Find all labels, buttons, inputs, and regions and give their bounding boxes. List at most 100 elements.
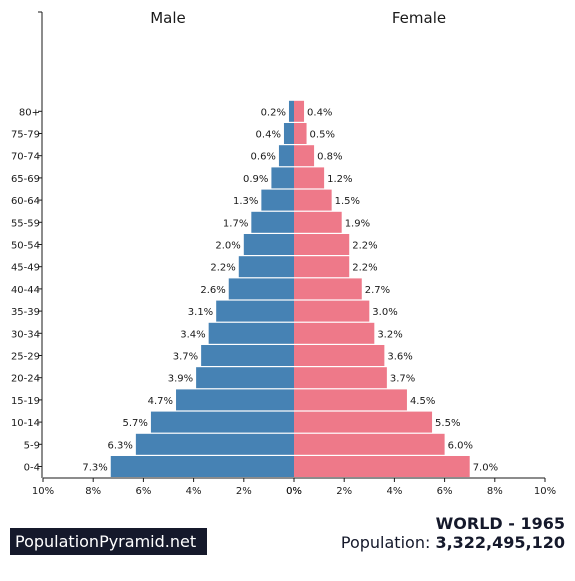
age-group-label: 35-39 xyxy=(11,307,40,318)
age-group-label: 45-49 xyxy=(11,263,40,274)
male-data-label: 0.6% xyxy=(251,152,276,163)
male-bar xyxy=(176,389,294,411)
female-data-label: 1.5% xyxy=(335,196,360,207)
x-tick-label: 4% xyxy=(186,486,202,497)
male-data-label: 3.9% xyxy=(168,374,193,385)
x-tick-label: 4% xyxy=(386,486,402,497)
male-data-label: 2.2% xyxy=(210,263,235,274)
female-bar xyxy=(294,367,387,389)
population-pyramid-chart: Male Female 7.3% 7.0% 0-4 6.3% 6.0% 5-9 5.7% 5.… xyxy=(11,9,556,497)
male-bar xyxy=(271,167,294,189)
female-bar xyxy=(294,100,305,122)
age-group-label: 65-69 xyxy=(11,174,40,185)
female-bar xyxy=(294,167,325,189)
male-data-label: 7.3% xyxy=(82,463,107,474)
male-bar xyxy=(216,300,294,322)
female-bar xyxy=(294,234,350,255)
male-bar xyxy=(208,322,294,344)
age-group-label: 30-34 xyxy=(11,329,40,340)
female-bar xyxy=(294,322,375,344)
age-group-label: 80+ xyxy=(19,107,40,118)
male-data-label: 5.7% xyxy=(123,418,148,429)
male-bar xyxy=(261,189,294,211)
x-tick-label: 8% xyxy=(487,486,503,497)
male-series-title: Male xyxy=(150,9,186,27)
female-data-label: 0.8% xyxy=(317,152,342,163)
male-data-label: 6.3% xyxy=(107,440,132,451)
region-year-title: WORLD - 1965 xyxy=(435,514,565,533)
female-bar xyxy=(294,389,407,411)
female-data-label: 0.5% xyxy=(310,130,335,141)
x-tick-label: 0% xyxy=(286,486,302,497)
male-bar xyxy=(238,256,294,278)
population-value: 3,322,495,120 xyxy=(435,533,565,552)
age-group-label: 5-9 xyxy=(24,440,40,451)
female-bar xyxy=(294,411,433,433)
female-bar xyxy=(294,256,350,278)
male-bar xyxy=(288,100,294,122)
age-group-label: 20-24 xyxy=(11,374,40,385)
male-bar xyxy=(201,345,294,366)
female-bar xyxy=(294,189,332,211)
male-data-label: 4.7% xyxy=(148,396,173,407)
female-data-label: 3.7% xyxy=(390,374,415,385)
female-data-label: 2.7% xyxy=(365,285,390,296)
female-bar xyxy=(294,145,315,167)
x-tick-label: 6% xyxy=(437,486,453,497)
age-group-label: 40-44 xyxy=(11,285,40,296)
age-group-label: 60-64 xyxy=(11,196,40,207)
male-bar xyxy=(283,123,294,144)
male-data-label: 0.2% xyxy=(261,107,286,118)
x-tick-label: 10% xyxy=(32,486,54,497)
female-data-label: 4.5% xyxy=(410,396,435,407)
male-data-label: 0.9% xyxy=(243,174,268,185)
brand-logo: PopulationPyramid.net xyxy=(10,528,208,555)
x-tick-label: 2% xyxy=(236,486,252,497)
female-series-title: Female xyxy=(392,9,446,27)
male-data-label: 2.0% xyxy=(215,241,240,252)
age-group-label: 70-74 xyxy=(11,152,40,163)
male-bar xyxy=(251,211,294,233)
x-tick-label: 2% xyxy=(336,486,352,497)
female-data-label: 1.2% xyxy=(327,174,352,185)
x-tick-label: 6% xyxy=(135,486,151,497)
population-label: Population: xyxy=(340,533,431,552)
age-group-label: 0-4 xyxy=(24,463,40,474)
female-data-label: 3.0% xyxy=(372,307,397,318)
population-total: Population: 3,322,495,120 xyxy=(341,533,565,552)
female-data-label: 1.9% xyxy=(345,218,370,229)
male-data-label: 1.3% xyxy=(233,196,258,207)
female-bar xyxy=(294,123,307,144)
female-data-label: 2.2% xyxy=(352,241,377,252)
age-group-label: 55-59 xyxy=(11,218,40,229)
male-data-label: 1.7% xyxy=(223,218,248,229)
age-group-label: 15-19 xyxy=(11,396,40,407)
age-group-label: 50-54 xyxy=(11,241,40,252)
female-bar xyxy=(294,211,342,233)
age-group-label: 10-14 xyxy=(11,418,40,429)
x-tick-label: 8% xyxy=(85,486,101,497)
male-bar xyxy=(278,145,294,167)
female-bar xyxy=(294,300,370,322)
female-bar xyxy=(294,433,445,455)
male-bar xyxy=(228,278,294,300)
male-data-label: 0.4% xyxy=(256,130,281,141)
x-tick-label: 0% xyxy=(286,486,302,497)
male-bar xyxy=(243,234,294,255)
male-data-label: 2.6% xyxy=(200,285,225,296)
female-bar xyxy=(294,456,470,477)
female-data-label: 7.0% xyxy=(473,463,498,474)
female-bar xyxy=(294,278,362,300)
x-tick-label: 10% xyxy=(534,486,556,497)
male-bar xyxy=(110,456,295,477)
male-bar xyxy=(135,433,294,455)
male-data-label: 3.1% xyxy=(188,307,213,318)
female-data-label: 3.6% xyxy=(387,352,412,363)
male-bar xyxy=(196,367,294,389)
female-data-label: 5.5% xyxy=(435,418,460,429)
male-data-label: 3.7% xyxy=(173,352,198,363)
female-data-label: 2.2% xyxy=(352,263,377,274)
female-bar xyxy=(294,345,385,366)
male-bar xyxy=(150,411,294,433)
age-group-label: 25-29 xyxy=(11,352,40,363)
